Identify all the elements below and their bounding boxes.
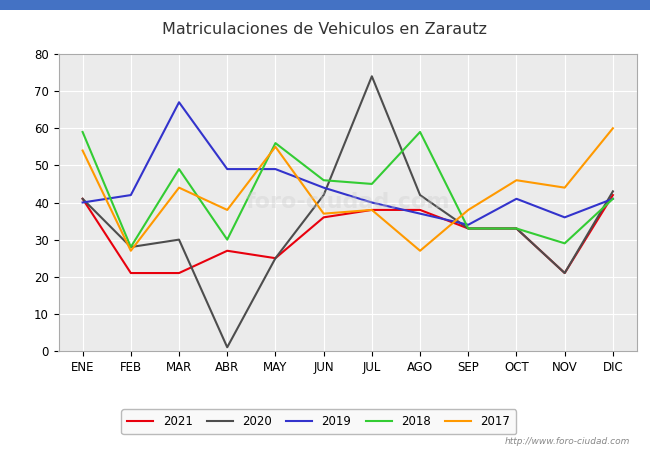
2021 (127, 270, 135, 276)
2019 (368, 200, 376, 205)
2020 (127, 244, 135, 250)
2020 (320, 193, 328, 198)
2019 (561, 215, 569, 220)
Line: 2018: 2018 (83, 132, 613, 247)
2019 (464, 222, 472, 227)
2018 (464, 226, 472, 231)
2019 (609, 196, 617, 202)
2018 (320, 178, 328, 183)
2019 (79, 200, 86, 205)
2017 (609, 126, 617, 131)
Text: Matriculaciones de Vehiculos en Zarautz: Matriculaciones de Vehiculos en Zarautz (162, 22, 488, 37)
Line: 2021: 2021 (83, 195, 613, 273)
2019 (224, 166, 231, 172)
2017 (464, 207, 472, 212)
2019 (320, 185, 328, 190)
Legend: 2021, 2020, 2019, 2018, 2017: 2021, 2020, 2019, 2018, 2017 (122, 410, 516, 434)
2018 (79, 129, 86, 135)
2017 (175, 185, 183, 190)
2017 (368, 207, 376, 212)
2017 (127, 248, 135, 253)
Text: http://www.foro-ciudad.com: http://www.foro-ciudad.com (505, 436, 630, 446)
Line: 2020: 2020 (83, 76, 613, 347)
2018 (224, 237, 231, 242)
2021 (368, 207, 376, 212)
2017 (272, 144, 280, 149)
Text: foro-ciudad.com: foro-ciudad.com (246, 193, 450, 212)
2017 (320, 211, 328, 216)
2020 (175, 237, 183, 242)
2020 (272, 256, 280, 261)
2021 (416, 207, 424, 212)
2017 (416, 248, 424, 253)
2018 (272, 140, 280, 146)
2021 (224, 248, 231, 253)
2020 (609, 189, 617, 194)
Line: 2019: 2019 (83, 102, 613, 225)
2020 (464, 226, 472, 231)
2020 (561, 270, 569, 276)
2020 (368, 73, 376, 79)
2020 (79, 196, 86, 202)
2018 (513, 226, 521, 231)
2019 (127, 193, 135, 198)
2020 (224, 345, 231, 350)
2018 (368, 181, 376, 187)
2018 (175, 166, 183, 172)
2018 (609, 196, 617, 202)
2020 (416, 193, 424, 198)
2018 (127, 244, 135, 250)
2017 (561, 185, 569, 190)
Line: 2017: 2017 (83, 128, 613, 251)
2021 (320, 215, 328, 220)
2021 (513, 226, 521, 231)
2021 (175, 270, 183, 276)
2019 (416, 211, 424, 216)
2021 (272, 256, 280, 261)
2020 (513, 226, 521, 231)
2017 (79, 148, 86, 153)
2019 (272, 166, 280, 172)
2017 (513, 178, 521, 183)
2021 (561, 270, 569, 276)
2019 (175, 99, 183, 105)
2021 (464, 226, 472, 231)
2018 (561, 241, 569, 246)
2019 (513, 196, 521, 202)
2018 (416, 129, 424, 135)
2021 (79, 196, 86, 202)
2021 (609, 193, 617, 198)
2017 (224, 207, 231, 212)
